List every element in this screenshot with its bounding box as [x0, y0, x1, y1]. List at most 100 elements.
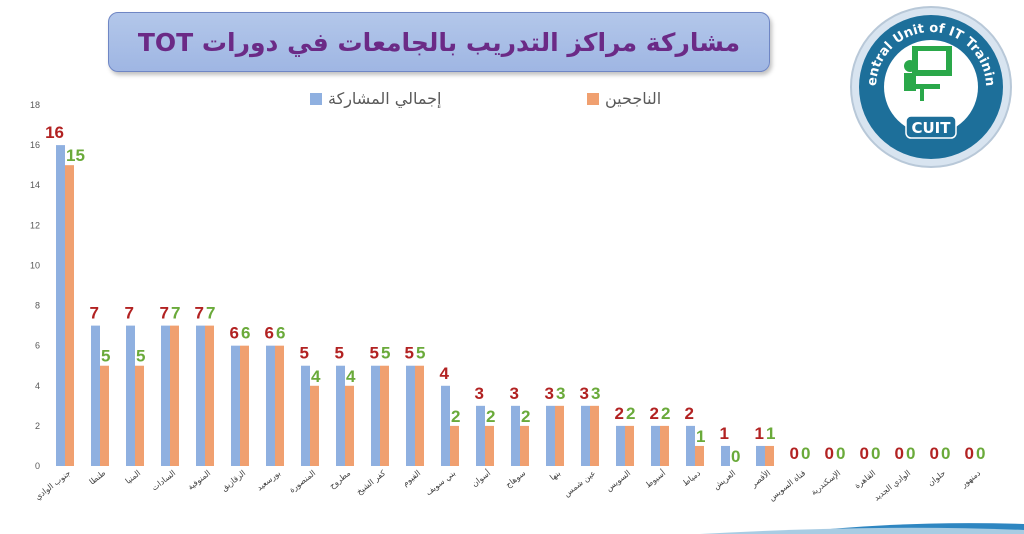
bar-total: [476, 405, 485, 466]
value-label-total: 4: [440, 364, 450, 383]
category-label: دمنهور: [959, 468, 983, 489]
value-label-passed: 4: [311, 367, 321, 386]
y-tick-label: 6: [35, 341, 40, 351]
value-label-total: 3: [510, 384, 519, 403]
value-label-passed: 5: [101, 347, 110, 366]
y-axis: 0 2 4 6 8 10 12 14 16 18: [30, 100, 40, 471]
bar-total: [196, 325, 205, 466]
bar-passed: [65, 165, 74, 466]
x-axis-labels: جنوب الوادي طنطا المنيا السادات المنوفية الزق…: [33, 468, 982, 503]
value-label-total: 5: [405, 344, 414, 363]
y-tick-label: 14: [30, 180, 40, 190]
bar-passed: [520, 425, 529, 466]
bottom-decoration: [700, 523, 1024, 534]
value-label-passed: 2: [451, 407, 460, 426]
value-label-passed: 0: [941, 444, 950, 463]
category-label: عين شمس: [562, 468, 597, 498]
value-label-total: 2: [650, 404, 659, 423]
value-label-total: 0: [895, 444, 904, 463]
category-label: أسوان: [469, 468, 492, 489]
category-label: المنيا: [124, 468, 143, 485]
value-label-total: 7: [125, 304, 134, 323]
value-label-total: 0: [790, 444, 799, 463]
category-label: الإسكندرية: [809, 468, 843, 497]
value-label-total: 1: [720, 424, 729, 443]
value-label-passed: 2: [521, 407, 530, 426]
legend-label-total: إجمالي المشاركة: [328, 89, 441, 109]
value-label-passed: 2: [486, 407, 495, 426]
value-label-passed: 6: [241, 324, 250, 343]
category-label: الوادي الجديد: [872, 468, 912, 502]
value-label-passed: 4: [346, 367, 356, 386]
y-tick-label: 10: [30, 260, 40, 270]
bar-total: [581, 405, 590, 466]
category-label: حلوان: [926, 468, 947, 487]
y-tick-label: 4: [35, 381, 40, 391]
bar-total: [756, 445, 765, 466]
value-label-passed: 5: [416, 344, 425, 363]
value-label-total: 2: [615, 404, 624, 423]
y-tick-label: 0: [35, 461, 40, 471]
value-label-passed: 2: [661, 404, 670, 423]
category-label: قناة السويس: [767, 468, 807, 502]
bars: [56, 145, 774, 466]
bar-passed: [660, 425, 669, 466]
value-label-total: 0: [860, 444, 869, 463]
value-label-passed: 7: [206, 304, 215, 323]
bar-passed: [590, 405, 599, 466]
category-label: بني سويف: [424, 468, 457, 497]
category-label: دمياط: [681, 468, 703, 488]
bar-passed: [240, 345, 249, 466]
bar-passed: [485, 425, 494, 466]
category-label: الفيوم: [401, 468, 422, 488]
legend-swatch-passed: [587, 93, 599, 105]
value-label-total: 7: [160, 304, 169, 323]
value-label-passed: 5: [136, 347, 145, 366]
value-label-total: 0: [930, 444, 939, 463]
category-label: كفر الشيخ: [355, 468, 388, 496]
category-label: سوهاج: [504, 468, 528, 489]
value-label-passed: 0: [801, 444, 810, 463]
bar-total: [371, 365, 380, 466]
category-label: المنوفية: [186, 468, 212, 491]
value-label-passed: 0: [731, 447, 740, 466]
value-label-passed: 15: [66, 146, 85, 165]
value-label-total: 0: [965, 444, 974, 463]
bar-total: [336, 365, 345, 466]
bar-passed: [100, 365, 109, 466]
logo-badge-text: CUIT: [911, 119, 951, 137]
value-label-total: 3: [545, 384, 554, 403]
category-label: العريش: [712, 468, 738, 491]
bar-total: [91, 325, 100, 466]
value-label-total: 6: [265, 324, 274, 343]
bar-passed: [170, 325, 179, 466]
bar-total: [406, 365, 415, 466]
y-tick-label: 18: [30, 100, 40, 110]
y-tick-label: 12: [30, 220, 40, 230]
bar-total: [651, 425, 660, 466]
bar-total: [161, 325, 170, 466]
value-label-passed: 1: [696, 427, 705, 446]
value-label-passed: 7: [171, 304, 180, 323]
value-label-passed: 0: [836, 444, 845, 463]
y-tick-label: 8: [35, 301, 40, 311]
bar-passed: [310, 385, 319, 466]
category-label: الزقازيق: [220, 468, 248, 492]
bar-passed: [765, 445, 774, 466]
bar-passed: [625, 425, 634, 466]
value-label-total: 0: [825, 444, 834, 463]
bar-total: [616, 425, 625, 466]
bar-total: [56, 145, 65, 466]
category-label: السويس: [604, 468, 632, 493]
y-tick-label: 16: [30, 140, 40, 150]
bar-total: [441, 385, 450, 466]
bar-passed: [135, 365, 144, 466]
category-label: الأقصر: [748, 468, 772, 490]
value-label-passed: 6: [276, 324, 285, 343]
bar-passed: [555, 405, 564, 466]
legend: إجمالي المشاركة الناجحين: [310, 89, 661, 109]
chart-title: مشاركة مراكز التدريب بالجامعات في دورات …: [108, 12, 770, 72]
bar-total: [266, 345, 275, 466]
